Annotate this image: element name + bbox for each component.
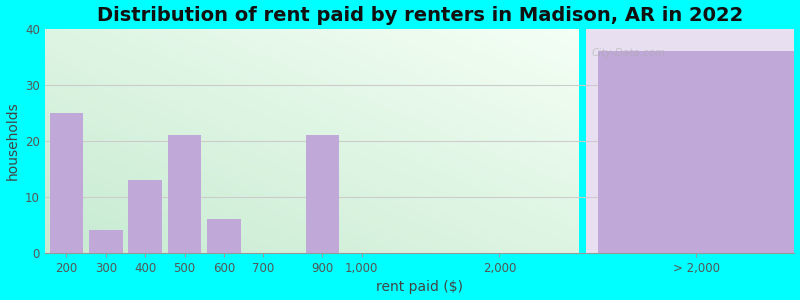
X-axis label: rent paid ($): rent paid ($) (376, 280, 463, 294)
FancyBboxPatch shape (586, 29, 794, 253)
Text: City-Data.com: City-Data.com (592, 48, 666, 58)
Bar (207, 219, 241, 253)
Bar (50, 113, 83, 253)
Y-axis label: households: households (6, 101, 19, 180)
Bar (168, 135, 202, 253)
Title: Distribution of rent paid by renters in Madison, AR in 2022: Distribution of rent paid by renters in … (97, 6, 742, 25)
Bar (598, 51, 794, 253)
Bar (89, 230, 122, 253)
Bar (306, 135, 339, 253)
Bar (129, 180, 162, 253)
